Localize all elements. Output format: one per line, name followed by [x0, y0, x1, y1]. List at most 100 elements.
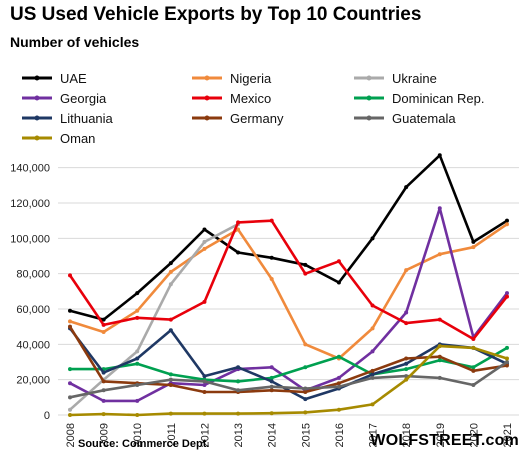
- data-point-dominican-rep: [404, 367, 409, 372]
- x-tick-label: 2014: [267, 423, 279, 447]
- data-point-georgia: [135, 398, 140, 403]
- data-point-guatemala: [101, 388, 106, 393]
- data-point-germany: [471, 368, 476, 373]
- data-point-dominican-rep: [68, 367, 72, 372]
- data-point-oman: [471, 345, 476, 350]
- data-point-oman: [68, 413, 72, 417]
- data-point-lithuania: [168, 328, 173, 333]
- legend-marker-oman: [34, 135, 40, 141]
- data-point-guatemala: [202, 379, 207, 384]
- data-point-ukraine: [68, 407, 72, 412]
- data-point-uae: [269, 255, 274, 260]
- data-point-nigeria: [437, 252, 442, 257]
- data-point-dominican-rep: [135, 361, 140, 366]
- y-tick-label: 120,000: [10, 198, 50, 210]
- data-point-georgia: [269, 365, 274, 370]
- data-point-uae: [303, 262, 308, 267]
- data-point-dominican-rep: [303, 365, 308, 370]
- legend-marker-guatemala: [366, 115, 372, 121]
- data-point-georgia: [101, 398, 106, 403]
- data-point-uae: [135, 291, 140, 296]
- data-point-oman: [303, 410, 308, 415]
- data-point-nigeria: [135, 308, 140, 313]
- legend-label-germany: Germany: [230, 111, 284, 126]
- x-tick-label: 2019: [435, 423, 447, 447]
- data-point-dominican-rep: [236, 379, 241, 384]
- legend-marker-ukraine: [366, 75, 372, 81]
- data-point-uae: [471, 239, 476, 244]
- data-point-uae: [236, 250, 241, 255]
- data-point-dominican-rep: [269, 375, 274, 380]
- data-point-lithuania: [303, 397, 308, 402]
- data-point-guatemala: [437, 375, 442, 380]
- data-point-germany: [269, 388, 274, 393]
- legend-marker-dominican-rep: [366, 95, 372, 101]
- data-point-germany: [202, 390, 207, 395]
- series-line-guatemala: [69, 360, 508, 399]
- series-line-mexico: [68, 219, 509, 341]
- data-point-uae: [336, 280, 341, 285]
- data-point-nigeria: [202, 246, 207, 251]
- series-line-oman: [69, 344, 508, 417]
- data-point-dominican-rep: [168, 372, 173, 377]
- y-axis: 0 20,000 40,000 60,000 80,000 100,000 120,000 1…: [10, 163, 50, 422]
- data-point-uae: [370, 236, 375, 241]
- data-point-mexico: [336, 259, 341, 264]
- data-point-uae: [404, 185, 409, 190]
- data-point-germany: [168, 382, 173, 387]
- y-tick-label: 20,000: [16, 375, 50, 387]
- data-point-nigeria: [471, 245, 476, 250]
- data-point-germany: [101, 379, 106, 384]
- data-point-mexico: [101, 322, 106, 327]
- y-tick-label: 140,000: [10, 163, 50, 175]
- data-point-oman: [101, 412, 106, 417]
- data-point-dominican-rep: [437, 358, 442, 363]
- legend-marker-mexico: [204, 95, 210, 101]
- data-point-nigeria: [101, 329, 106, 334]
- data-point-georgia: [404, 310, 409, 315]
- y-tick-label: 0: [44, 410, 50, 422]
- data-point-guatemala: [269, 384, 274, 389]
- data-point-oman: [269, 411, 274, 416]
- data-point-mexico: [269, 218, 274, 223]
- series-lines: [68, 153, 509, 417]
- data-point-germany: [370, 368, 375, 373]
- x-tick-label: 2015: [300, 423, 312, 447]
- data-point-georgia: [202, 382, 207, 387]
- data-point-nigeria: [404, 268, 409, 273]
- data-point-georgia: [437, 206, 442, 211]
- data-point-oman: [135, 413, 140, 417]
- data-point-mexico: [68, 273, 72, 278]
- x-tick-label: 2012: [199, 423, 211, 447]
- data-point-oman: [370, 402, 375, 407]
- x-tick-label: 2011: [166, 423, 178, 447]
- data-point-mexico: [168, 317, 173, 322]
- legend-marker-uae: [34, 75, 40, 81]
- data-point-mexico: [370, 303, 375, 308]
- x-tick-label: 2008: [65, 423, 77, 447]
- source-note: Source: Commerce Dept.: [78, 438, 210, 450]
- y-tick-label: 100,000: [10, 233, 50, 245]
- data-point-nigeria: [68, 319, 72, 324]
- x-tick-label: 2021: [502, 423, 514, 447]
- legend-label-dominican-rep: Dominican Rep.: [392, 91, 485, 106]
- x-tick-label: 2016: [334, 423, 346, 447]
- data-point-lithuania: [236, 365, 241, 370]
- y-tick-label: 80,000: [16, 269, 50, 281]
- data-point-oman: [437, 344, 442, 349]
- data-point-dominican-rep: [471, 365, 476, 370]
- data-point-germany: [303, 390, 308, 395]
- data-point-dominican-rep: [505, 345, 509, 350]
- data-point-guatemala: [471, 382, 476, 387]
- legend-label-uae: UAE: [60, 71, 87, 86]
- data-point-guatemala: [336, 384, 341, 389]
- data-point-mexico: [505, 294, 509, 299]
- series-line-uae: [69, 154, 508, 321]
- data-point-georgia: [336, 375, 341, 380]
- data-point-germany: [505, 363, 509, 368]
- data-point-guatemala: [303, 386, 308, 391]
- data-point-uae: [68, 308, 72, 313]
- legend-marker-georgia: [34, 95, 40, 101]
- legend-label-nigeria: Nigeria: [230, 71, 272, 86]
